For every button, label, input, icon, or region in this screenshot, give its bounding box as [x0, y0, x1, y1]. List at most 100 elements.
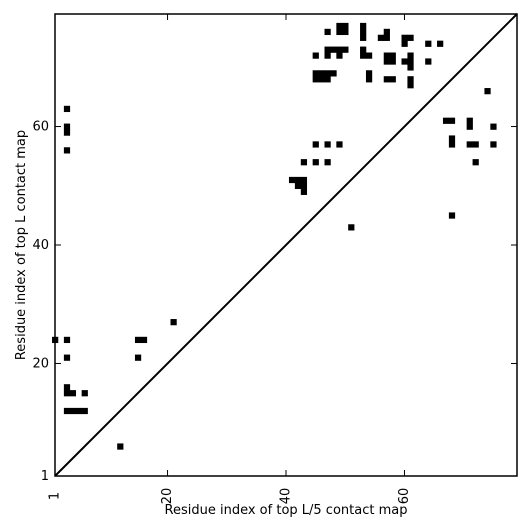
contact-cell-upper — [389, 76, 396, 83]
contact-cell-upper — [330, 70, 337, 77]
contact-cell-upper — [407, 64, 414, 71]
contact-cell-upper — [324, 70, 331, 77]
contact-cell-upper — [312, 52, 319, 59]
contact-cell-upper — [294, 176, 302, 184]
contact-cell-lower — [63, 390, 71, 397]
x-tick-label: 40 — [279, 488, 294, 505]
contact-cell-upper — [407, 82, 414, 89]
contact-cell-upper — [407, 52, 414, 59]
y-tick-label: 20 — [32, 356, 49, 371]
contact-cell-upper — [63, 123, 71, 130]
contact-cell-lower — [63, 354, 71, 361]
contact-cell-upper — [63, 147, 71, 154]
contact-cell-upper — [318, 76, 325, 83]
contact-cell-upper — [365, 70, 373, 77]
contact-cell-upper — [407, 34, 414, 41]
contact-cell-upper — [312, 76, 319, 83]
contact-cell-upper — [360, 46, 367, 53]
y-tick-label: 40 — [32, 238, 49, 253]
contact-cell-upper — [472, 159, 479, 166]
contact-cell-lower — [81, 407, 88, 415]
contact-cell-upper — [336, 28, 343, 36]
x-axis-title: Residue index of top L/5 contact map — [165, 503, 408, 518]
contact-cell-upper — [336, 46, 343, 53]
contact-cell-lower — [63, 336, 71, 344]
contact-cell-lower — [134, 354, 142, 361]
contact-cell-upper — [448, 117, 456, 124]
contact-cell-upper — [389, 52, 396, 59]
x-tick-label: 60 — [397, 488, 412, 505]
contact-cell-upper — [330, 46, 337, 53]
contact-cell-upper — [360, 34, 367, 41]
contact-cell-upper — [448, 141, 456, 148]
contact-cell-lower — [140, 336, 148, 344]
contact-cell-upper — [425, 40, 432, 47]
contact-cell-lower — [81, 390, 88, 397]
contact-cell-upper — [336, 52, 343, 59]
contact-cell-upper — [401, 40, 408, 47]
plot-frame — [54, 13, 518, 477]
contact-cell-upper — [324, 52, 331, 59]
contact-cell-upper — [336, 141, 343, 148]
contact-cell-upper — [312, 159, 319, 166]
contact-cell-lower — [63, 407, 71, 415]
contact-cell-upper — [383, 34, 390, 41]
contact-cell-upper — [383, 58, 390, 65]
contact-cell-upper — [360, 28, 367, 36]
contact-cell-upper — [407, 58, 414, 65]
contact-cell-upper — [448, 212, 456, 219]
contact-cell-lower — [69, 407, 77, 415]
contact-cell-upper — [472, 141, 479, 148]
contact-cell-upper — [63, 105, 71, 113]
contact-cell-upper — [365, 76, 373, 83]
contact-cell-upper — [437, 40, 444, 47]
contact-cell-upper — [288, 176, 296, 184]
contact-cell-upper — [383, 52, 390, 59]
contact-cell-upper — [490, 123, 497, 130]
contact-cell-upper — [383, 28, 390, 36]
contact-cell-upper — [401, 34, 408, 41]
contact-cell-upper — [360, 52, 367, 59]
contact-cell-upper — [389, 58, 396, 65]
contact-cell-upper — [342, 22, 349, 30]
contact-cell-upper — [466, 123, 473, 130]
contact-cell-upper — [360, 22, 367, 30]
contact-cell-upper — [401, 58, 408, 65]
contact-cell-lower — [75, 407, 82, 415]
contact-cell-upper — [336, 22, 343, 30]
axis-ticks: 1 20 40 60 1 20 40 60 — [32, 14, 517, 504]
y-tick-label: 60 — [32, 120, 49, 135]
contact-cell-lower — [117, 443, 124, 450]
contact-cell-upper — [365, 52, 373, 59]
contact-cell-lower — [69, 390, 77, 397]
contact-cell-lower — [134, 336, 142, 344]
contact-cell-upper — [342, 28, 349, 36]
contact-cell-upper — [300, 188, 308, 195]
contact-cell-upper — [312, 70, 319, 77]
contact-cell-upper — [442, 117, 450, 124]
contact-cell-upper — [490, 141, 497, 148]
contact-cell-upper — [312, 141, 319, 148]
contact-cell-lower — [170, 319, 177, 326]
contact-cell-upper — [383, 76, 390, 83]
contact-cell-upper — [300, 182, 308, 190]
contact-cell-upper — [324, 141, 331, 148]
contact-cell-upper — [324, 76, 331, 83]
contact-cell-upper — [63, 129, 71, 136]
contact-cell-upper — [324, 159, 331, 166]
contact-cell-upper — [484, 88, 491, 95]
contact-cell-upper — [448, 135, 456, 142]
contact-cell-upper — [342, 46, 349, 53]
contact-cell-upper — [377, 34, 385, 41]
contact-cell-upper — [466, 141, 473, 148]
contact-cell-upper — [324, 46, 331, 53]
contact-cell-upper — [407, 76, 414, 83]
y-axis-title: Residue index of top L contact map — [14, 130, 29, 360]
contact-cell-lower — [63, 384, 71, 391]
x-tick-label: 1 — [48, 492, 63, 500]
y-tick-label: 1 — [41, 469, 49, 484]
x-tick-label: 20 — [160, 488, 175, 505]
contact-cell-upper — [300, 176, 308, 184]
contact-cell-upper — [294, 182, 302, 190]
